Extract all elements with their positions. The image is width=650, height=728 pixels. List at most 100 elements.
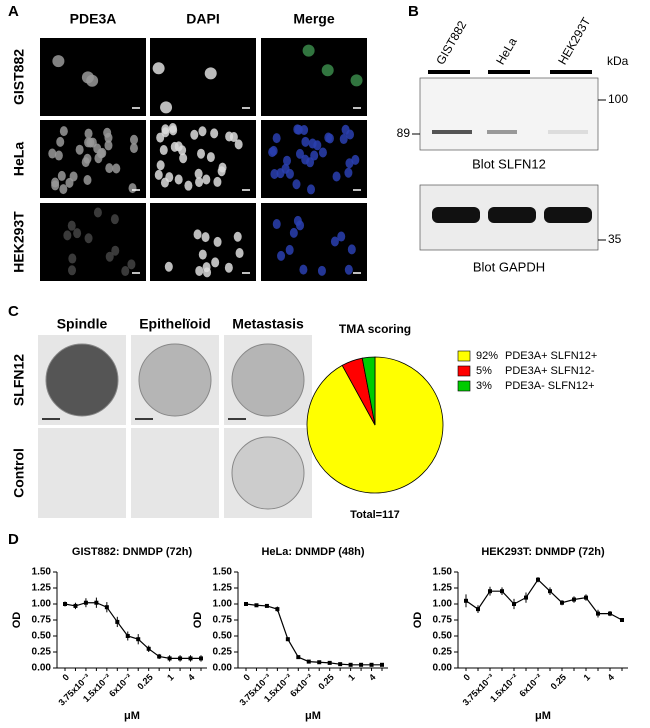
- micrograph: [40, 203, 146, 281]
- data-point: [536, 577, 540, 582]
- cell-nucleus: [318, 147, 327, 158]
- tissue-image: [38, 428, 126, 518]
- cell-nucleus: [178, 145, 187, 156]
- cell-nucleus: [54, 150, 63, 161]
- cell-nucleus: [301, 136, 310, 147]
- cell-nucleus: [317, 265, 326, 276]
- marker-label: 100: [608, 92, 628, 106]
- data-point: [584, 595, 588, 600]
- cell-nucleus: [190, 129, 199, 140]
- cell-nucleus: [105, 251, 114, 262]
- column-label: Metastasis: [232, 316, 304, 332]
- pie-slice: [361, 356, 376, 426]
- cell-nucleus: [159, 145, 168, 156]
- blot-band: [544, 207, 592, 223]
- cell-nucleus: [195, 177, 204, 188]
- cell-nucleus: [168, 123, 177, 134]
- cell-nucleus: [75, 144, 84, 155]
- x-tick-label: 0.25: [549, 672, 568, 691]
- cell-nucleus: [203, 267, 212, 278]
- column-label: PDE3A: [70, 11, 117, 27]
- data-point: [380, 662, 384, 667]
- cell-nucleus: [156, 160, 165, 171]
- data-point: [620, 618, 624, 622]
- y-tick-label: 0.75: [213, 615, 233, 626]
- data-point: [488, 589, 492, 594]
- y-tick-label: 1.50: [32, 567, 52, 578]
- data-point: [94, 600, 99, 605]
- lane-label: GIST882: [433, 18, 469, 67]
- x-axis-label: μM: [124, 710, 140, 722]
- legend-label: PDE3A+ SLFN12-: [505, 365, 595, 377]
- column-label: DAPI: [186, 11, 219, 27]
- unit-label: kDa: [607, 54, 629, 68]
- cell-nucleus: [112, 163, 121, 174]
- x-tick-label: 4: [186, 672, 197, 683]
- cell-nucleus: [81, 71, 94, 84]
- cell-nucleus: [218, 162, 227, 173]
- cell-nucleus: [233, 231, 242, 242]
- x-tick-label: 1: [346, 672, 357, 683]
- cell-nucleus: [52, 55, 65, 68]
- cell-nucleus: [154, 169, 163, 180]
- row-label: HEK293T: [11, 211, 27, 273]
- y-tick-label: 0.00: [213, 663, 233, 674]
- data-point: [73, 603, 78, 608]
- cell-nucleus: [310, 150, 319, 161]
- legend-value: 3%: [476, 380, 492, 392]
- x-tick-label: 0.25: [135, 672, 154, 691]
- cell-nucleus: [283, 155, 292, 166]
- cell-nucleus: [202, 174, 211, 185]
- cell-nucleus: [225, 131, 234, 142]
- y-tick-label: 1.25: [213, 583, 233, 594]
- y-tick-label: 1.00: [433, 599, 453, 610]
- data-point: [512, 602, 516, 606]
- data-point: [359, 662, 364, 667]
- cell-nucleus: [307, 184, 316, 195]
- cell-nucleus: [152, 62, 165, 75]
- cell-nucleus: [197, 148, 206, 159]
- cell-nucleus: [285, 168, 294, 179]
- cell-nucleus: [68, 253, 77, 264]
- data-point: [464, 598, 468, 603]
- cell-nucleus: [161, 127, 170, 138]
- cell-nucleus: [104, 132, 113, 143]
- x-axis-label: μM: [535, 710, 551, 722]
- western-blot: [419, 77, 599, 151]
- cell-nucleus: [277, 250, 286, 261]
- cell-nucleus: [272, 219, 281, 230]
- data-point: [476, 607, 480, 612]
- data-point: [524, 595, 528, 600]
- y-tick-label: 1.25: [433, 583, 453, 594]
- cell-nucleus: [341, 124, 350, 135]
- data-point: [275, 607, 280, 612]
- chart-title: GIST882: DNMDP (72h): [72, 546, 193, 558]
- column-label: Epithelïoid: [139, 316, 211, 332]
- y-tick-label: 0.00: [433, 663, 453, 674]
- cell-nucleus: [224, 262, 233, 273]
- cell-nucleus: [59, 126, 68, 137]
- x-tick-label: 4: [605, 672, 616, 683]
- y-tick-label: 1.50: [213, 567, 233, 578]
- cell-nucleus: [302, 44, 315, 57]
- data-point: [63, 602, 67, 606]
- cell-nucleus: [195, 265, 204, 276]
- data-point: [548, 589, 552, 594]
- x-tick-label: 6x10⁻²: [288, 672, 315, 699]
- data-point: [306, 659, 311, 664]
- cell-nucleus: [164, 261, 173, 272]
- x-tick-label: 1: [165, 672, 176, 683]
- y-tick-label: 1.50: [433, 567, 453, 578]
- cell-nucleus: [98, 147, 107, 158]
- cell-nucleus: [339, 134, 348, 145]
- data-line: [64, 602, 201, 660]
- y-tick-label: 0.75: [32, 615, 52, 626]
- cell-nucleus: [68, 265, 77, 276]
- cell-nucleus: [213, 176, 222, 187]
- column-label: Merge: [293, 11, 334, 27]
- data-point: [264, 603, 269, 608]
- data-point: [369, 662, 374, 667]
- data-point: [146, 646, 151, 651]
- cell-nucleus: [129, 143, 138, 154]
- cell-nucleus: [206, 152, 215, 163]
